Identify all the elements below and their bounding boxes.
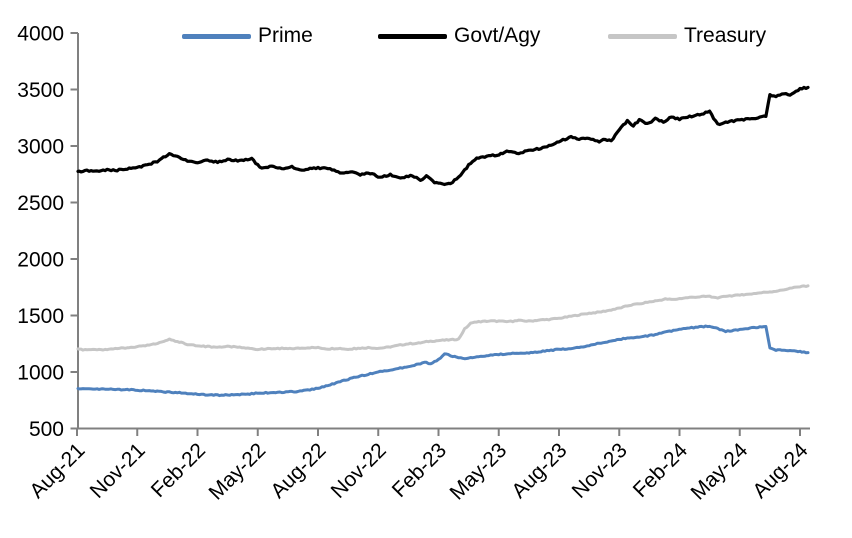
series-line-govt-agy [76, 85, 810, 187]
series-line-treasury [76, 284, 810, 352]
x-axis-tick-label: Aug-24 [748, 439, 812, 503]
series-line-prime [76, 324, 810, 398]
y-axis-tick-label: 1500 [17, 305, 64, 328]
legend-label-prime: Prime [258, 24, 313, 47]
y-axis-tick-label: 2500 [17, 192, 64, 215]
x-axis-tick-label: Feb-24 [629, 439, 693, 503]
x-axis-tick-label: Nov-23 [568, 439, 632, 503]
legend-label-treasury: Treasury [684, 24, 767, 47]
x-axis-tick-label: Nov-21 [86, 439, 150, 503]
x-axis-tick-label: Feb-22 [147, 439, 210, 502]
x-axis-tick-label: Nov-22 [327, 439, 391, 503]
x-axis-tick-label: May-24 [687, 439, 753, 505]
x-axis-tick-label: Feb-23 [388, 439, 451, 502]
x-axis-tick-label: Aug-22 [266, 439, 330, 503]
y-axis-tick-label: 2000 [17, 249, 64, 272]
legend-item-govt-agy: Govt/Agy [378, 24, 540, 48]
legend-label-govt-agy: Govt/Agy [454, 24, 541, 47]
govt-agy-line-swatch-icon [378, 33, 447, 39]
x-axis-tick-label: May-23 [446, 439, 512, 505]
y-axis-tick-label: 4000 [17, 23, 64, 46]
y-axis-tick-label: 3000 [17, 136, 64, 159]
x-axis-tick-label: May-22 [205, 439, 271, 505]
prime-line-swatch-icon [182, 33, 251, 39]
y-axis-tick-label: 1000 [17, 362, 64, 385]
treasury-line-swatch-icon [608, 33, 677, 39]
legend-item-prime: Prime [182, 24, 313, 48]
x-axis-tick-label: Aug-23 [507, 439, 571, 503]
y-axis-tick-label: 3500 [17, 79, 64, 102]
y-axis-tick-label: 500 [29, 418, 64, 441]
x-axis-tick-label: Aug-21 [25, 439, 89, 503]
legend-item-treasury: Treasury [608, 24, 766, 48]
